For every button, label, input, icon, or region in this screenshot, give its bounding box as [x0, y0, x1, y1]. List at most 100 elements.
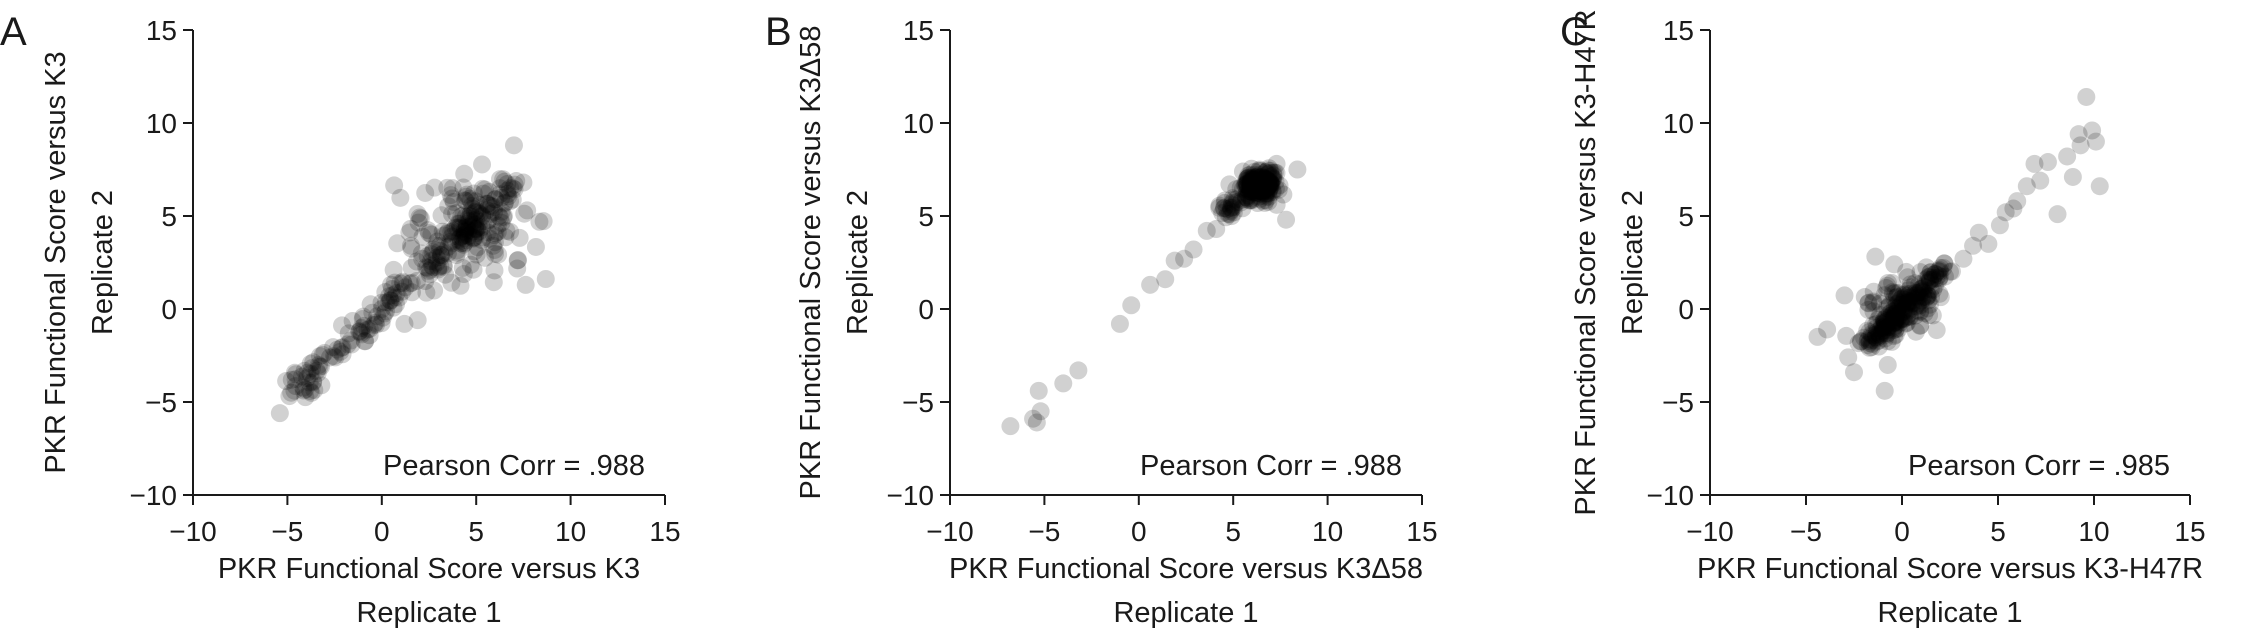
data-point	[1244, 183, 1263, 202]
data-point	[1227, 190, 1246, 209]
data-point	[477, 201, 496, 220]
data-point	[1875, 317, 1894, 336]
data-point	[1256, 179, 1275, 198]
data-point	[1914, 287, 1933, 306]
data-point	[1910, 316, 1929, 335]
data-point	[1887, 319, 1906, 338]
data-point	[451, 228, 470, 247]
data-point	[1223, 193, 1242, 212]
data-point	[1863, 331, 1882, 350]
data-point	[2077, 87, 2096, 106]
data-point	[1884, 318, 1903, 337]
data-point	[472, 218, 491, 237]
data-point	[1247, 177, 1266, 196]
data-point	[1221, 202, 1240, 221]
data-point	[1891, 296, 1910, 315]
data-point	[360, 319, 379, 338]
data-point	[294, 378, 313, 397]
data-point	[1906, 297, 1925, 316]
data-point	[503, 190, 522, 209]
data-point	[1224, 196, 1243, 215]
data-point	[1242, 172, 1261, 191]
data-point	[300, 373, 319, 392]
data-point	[356, 332, 375, 351]
data-point	[1896, 286, 1915, 305]
data-point	[1837, 326, 1856, 345]
data-point	[1184, 240, 1203, 259]
data-point	[1923, 266, 1942, 285]
data-point	[1257, 173, 1276, 192]
data-point	[1897, 313, 1916, 332]
data-point	[320, 348, 339, 367]
x-axis-label: PKR Functional Score versus K3Δ58	[949, 553, 1423, 585]
data-point	[401, 236, 420, 255]
data-point	[1224, 203, 1243, 222]
data-point	[1250, 176, 1269, 195]
data-point	[1910, 275, 1929, 294]
data-point	[282, 383, 301, 402]
data-point	[461, 205, 480, 224]
x-tick-label: −5	[1790, 516, 1822, 547]
data-point	[1244, 176, 1263, 195]
y-axis-label: PKR Functional Score versus K3-H47R	[1570, 9, 1602, 515]
data-point	[2017, 177, 2036, 196]
x-axis-label: Replicate 1	[1113, 597, 1258, 629]
data-point	[470, 196, 489, 215]
data-point	[363, 303, 382, 322]
data-point	[1216, 208, 1235, 227]
data-point	[1929, 270, 1948, 289]
data-point	[1252, 180, 1271, 199]
data-point	[1875, 315, 1894, 334]
data-point	[413, 249, 432, 268]
data-point	[1263, 183, 1282, 202]
data-point	[1923, 268, 1942, 287]
data-point	[443, 205, 462, 224]
y-tick-label: 15	[903, 15, 934, 46]
data-point	[486, 190, 505, 209]
data-point	[1900, 289, 1919, 308]
x-tick-label: −10	[1686, 516, 1734, 547]
data-point	[1885, 289, 1904, 308]
data-point	[466, 192, 485, 211]
data-point	[1887, 288, 1906, 307]
data-point	[395, 314, 414, 333]
data-point	[1900, 292, 1919, 311]
data-point	[481, 204, 500, 223]
data-point	[1884, 302, 1903, 321]
data-point	[420, 265, 439, 284]
data-point	[1996, 203, 2015, 222]
data-point	[444, 192, 463, 211]
data-point	[1235, 175, 1254, 194]
data-point	[1880, 296, 1899, 315]
y-tick-label: −5	[1662, 387, 1694, 418]
data-point	[484, 236, 503, 255]
data-point	[1877, 315, 1896, 334]
data-point	[418, 258, 437, 277]
data-point	[1262, 167, 1281, 186]
data-point	[1233, 162, 1252, 181]
data-point	[1245, 166, 1264, 185]
data-point	[494, 206, 513, 225]
y-tick-label: 5	[918, 201, 934, 232]
data-point	[1245, 168, 1264, 187]
data-point	[1931, 267, 1950, 286]
pearson-annotation: Pearson Corr = .985	[1908, 450, 2170, 482]
data-point	[514, 173, 533, 192]
data-point	[465, 228, 484, 247]
data-point	[1288, 160, 1307, 179]
data-point	[1889, 307, 1908, 326]
data-point	[1242, 188, 1261, 207]
data-point	[1885, 327, 1904, 346]
y-tick-label: −10	[130, 480, 178, 511]
data-point	[1259, 187, 1278, 206]
data-point	[1849, 334, 1868, 353]
data-point	[457, 218, 476, 237]
data-point	[368, 307, 387, 326]
data-point	[1885, 255, 1904, 274]
data-point	[1859, 300, 1878, 319]
data-point	[1221, 198, 1240, 217]
data-point	[286, 377, 305, 396]
data-point	[350, 322, 369, 341]
y-tick-label: 0	[1678, 294, 1694, 325]
data-point	[1232, 190, 1251, 209]
